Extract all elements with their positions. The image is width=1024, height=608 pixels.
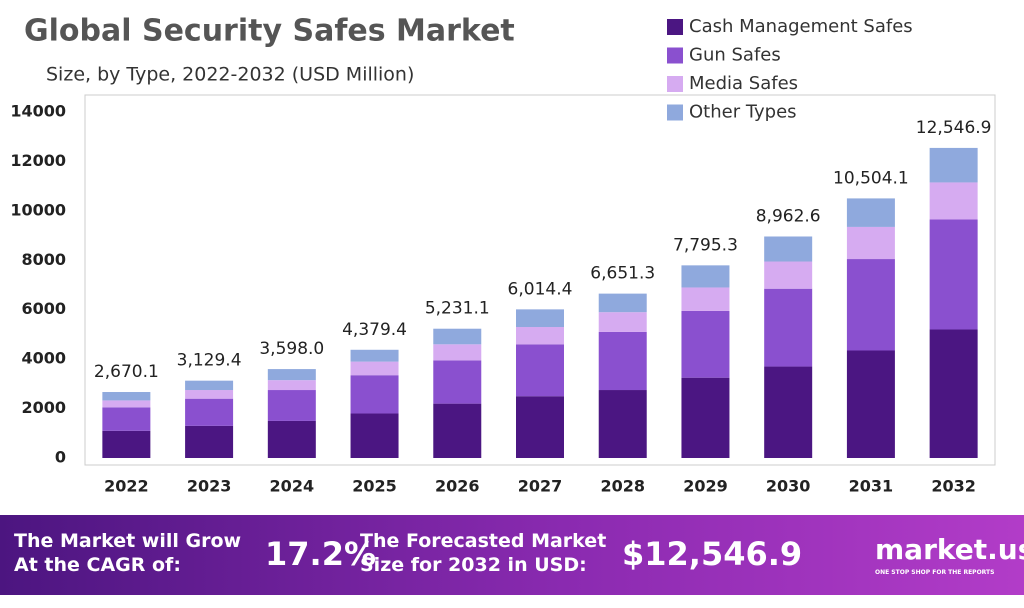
chart-subtitle: Size, by Type, 2022-2032 (USD Million) (46, 64, 414, 86)
bar-segment (846, 259, 895, 351)
bar-segment (681, 265, 730, 288)
text-line: At the CAGR of: (14, 554, 181, 576)
text-line: The Market will Grow (14, 530, 242, 552)
plot-frame (84, 94, 996, 466)
x-tick-label: 2031 (849, 477, 894, 496)
bar-segment (267, 380, 316, 391)
bar-segment (433, 403, 482, 458)
total-label: 6,651.3 (590, 264, 655, 284)
total-label: 12,546.9 (916, 118, 992, 138)
bar-segment (433, 360, 482, 404)
bar-segment (846, 226, 895, 260)
bar-segment (350, 375, 399, 414)
legend-swatch (667, 47, 683, 64)
bar-segment (516, 396, 564, 458)
x-tick-label: 2022 (104, 477, 149, 496)
text-line: The Forecasted Market (360, 530, 607, 552)
tagline: ONE STOP SHOP FOR THE REPORTS (875, 569, 995, 576)
bar-segment (681, 287, 730, 311)
bar-segment (846, 350, 895, 458)
total-label: 5,231.1 (425, 299, 490, 319)
bar-segment (433, 344, 482, 361)
legend-label: Cash Management Safes (689, 16, 913, 37)
text-line: Size for 2032 in USD: (360, 554, 587, 576)
bar-segment (102, 407, 151, 431)
bar-segment (598, 312, 647, 332)
legend-label: Other Types (689, 102, 797, 123)
x-tick-label: 2023 (187, 477, 232, 496)
bar-segment (185, 390, 234, 399)
x-tick-label: 2026 (435, 477, 480, 496)
legend-label: Gun Safes (689, 45, 781, 66)
bar-segment (681, 310, 730, 378)
cagr-label: The Market will Grow At the CAGR of: (14, 529, 241, 577)
bar-segment (846, 198, 895, 227)
bar-segment (929, 147, 978, 183)
cagr-value: 17.2% (265, 535, 377, 573)
brand: market.us (875, 533, 1024, 566)
bar-segment (929, 329, 978, 458)
bar-segment (929, 219, 978, 330)
forecast-value: $12,546.9 (622, 535, 803, 573)
legend-swatch (667, 19, 683, 35)
x-tick-label: 2030 (766, 477, 811, 496)
bar-segment (516, 344, 564, 397)
total-label: 3,129.4 (177, 351, 242, 371)
bar-segment (516, 327, 564, 345)
total-label: 10,504.1 (833, 168, 909, 188)
total-label: 6,014.4 (508, 279, 573, 299)
x-tick-label: 2027 (518, 477, 563, 496)
total-label: 4,379.4 (342, 320, 407, 340)
forecast-label: The Forecasted Market Size for 2032 in US… (360, 529, 606, 577)
x-tick-label: 2029 (683, 477, 728, 496)
x-tick-label: 2032 (931, 477, 976, 496)
footer-banner: The Market will Grow At the CAGR of: 17.2… (0, 515, 1024, 595)
y-tick-label: 12000 (10, 151, 66, 170)
bar-segment (185, 380, 234, 391)
bar-segment (102, 400, 151, 408)
chart: Global Security Safes Market Size, by Ty… (10, 14, 996, 496)
x-tick-label: 2028 (600, 477, 645, 496)
bar-segment (598, 293, 647, 313)
bar-segment (185, 425, 234, 458)
x-tick-label: 2025 (352, 477, 397, 496)
total-label: 2,670.1 (94, 362, 159, 382)
x-tick-label: 2024 (270, 477, 315, 496)
y-tick-label: 14000 (10, 102, 66, 121)
bar-segment (681, 377, 730, 458)
bar-segment (267, 369, 316, 381)
bar-segment (598, 331, 647, 391)
bar-segment (102, 430, 151, 458)
y-tick-label: 8000 (21, 250, 66, 269)
total-label: 8,962.6 (756, 206, 821, 226)
legend-label: Media Safes (689, 73, 798, 94)
bar-segment (350, 349, 399, 362)
total-label: 3,598.0 (259, 339, 324, 359)
bar-segment (764, 261, 813, 289)
chart-title: Global Security Safes Market (24, 14, 515, 49)
y-tick-label: 10000 (10, 200, 66, 219)
legend-swatch (667, 76, 683, 92)
bar-segment (350, 413, 399, 458)
y-tick-label: 4000 (21, 349, 66, 368)
bar-segment (764, 288, 813, 367)
bar-segment (102, 392, 151, 401)
total-label: 7,795.3 (673, 235, 738, 255)
legend-swatch (667, 104, 683, 121)
bar-segment (598, 390, 647, 458)
bar-segment (267, 420, 316, 458)
y-tick-label: 2000 (21, 398, 66, 417)
bar-segment (350, 361, 399, 376)
y-tick-label: 0 (55, 448, 66, 467)
bar-segment (267, 390, 316, 421)
bar-segment (929, 182, 978, 220)
bar-segment (433, 328, 482, 345)
y-tick-label: 6000 (21, 299, 66, 318)
bar-segment (764, 366, 813, 458)
bar-segment (516, 309, 564, 328)
bar-segment (185, 398, 234, 426)
bar-segment (764, 236, 813, 262)
